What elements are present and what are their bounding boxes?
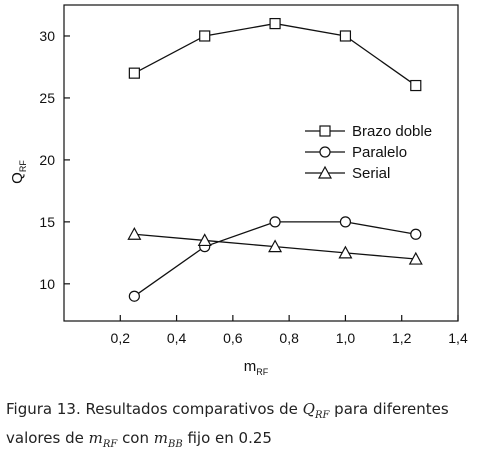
x-tick-label: 1,2 bbox=[392, 330, 412, 346]
legend-label: Brazo doble bbox=[352, 123, 432, 140]
circle-marker bbox=[128, 290, 140, 302]
x-axis-title: mRF bbox=[244, 358, 269, 377]
plot-frame bbox=[63, 4, 459, 322]
x-tick-label: 1,4 bbox=[448, 330, 468, 346]
triangle-marker bbox=[338, 245, 353, 259]
x-tick-label: 1,0 bbox=[336, 330, 356, 346]
legend-item: Brazo doble bbox=[305, 123, 432, 140]
triangle-marker bbox=[127, 227, 142, 240]
triangle-marker bbox=[197, 233, 212, 247]
circle-marker bbox=[319, 146, 331, 158]
legend-item: Paralelo bbox=[305, 144, 407, 161]
y-tick-label: 20 bbox=[39, 152, 55, 168]
figure-caption: Figura 13. Resultados comparativos de QR… bbox=[6, 400, 449, 450]
legend-item: Serial bbox=[305, 165, 390, 182]
square-marker bbox=[269, 17, 281, 30]
legend: Brazo doble Paralelo Serial bbox=[305, 123, 432, 182]
triangle-marker bbox=[408, 251, 423, 265]
series-line bbox=[133, 221, 416, 297]
series-paralelo bbox=[128, 216, 422, 302]
circle-marker bbox=[269, 216, 281, 228]
square-marker bbox=[339, 30, 352, 42]
series-line bbox=[134, 22, 417, 87]
legend-label: Serial bbox=[352, 165, 390, 182]
y-tick-label: 30 bbox=[39, 28, 55, 44]
x-tick-label: 0,2 bbox=[111, 330, 131, 346]
x-tick-label: 0,4 bbox=[167, 330, 187, 346]
circle-marker bbox=[339, 216, 352, 228]
x-tick-label: 0,6 bbox=[223, 330, 243, 346]
square-marker bbox=[319, 125, 331, 137]
y-tick-label: 15 bbox=[39, 214, 55, 230]
circle-marker bbox=[410, 228, 422, 240]
series-serial bbox=[127, 227, 423, 265]
legend-label: Paralelo bbox=[352, 144, 407, 161]
series-group bbox=[127, 17, 423, 302]
triangle-marker bbox=[268, 239, 283, 253]
triangle-marker bbox=[317, 165, 333, 179]
y-tick-label: 25 bbox=[39, 90, 55, 106]
axis-ticks: 0,2 0,4 0,6 0,8 1,0 1,2 1,4 10 15 20 25 30 bbox=[39, 28, 468, 346]
x-tick-label: 0,8 bbox=[279, 330, 299, 346]
series-brazo-doble bbox=[128, 17, 422, 92]
square-marker bbox=[199, 30, 211, 42]
square-marker bbox=[128, 67, 140, 79]
y-tick-label: 10 bbox=[39, 276, 55, 292]
y-axis-title: QRF bbox=[9, 160, 28, 184]
square-marker bbox=[410, 79, 422, 92]
